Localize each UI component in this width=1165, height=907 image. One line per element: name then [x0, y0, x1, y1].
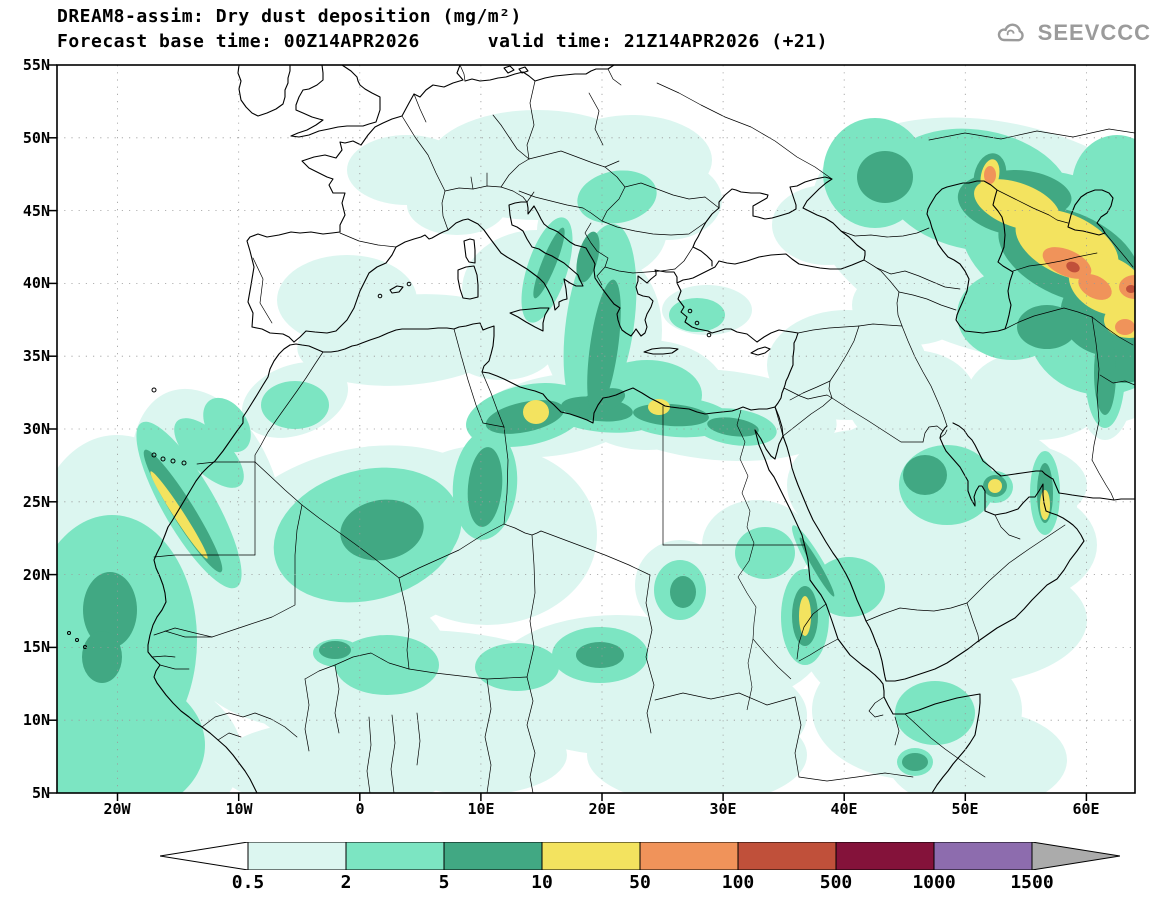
y-axis-label: 40N — [22, 274, 50, 292]
colorbar-label: 500 — [819, 872, 853, 893]
y-axis-label: 45N — [22, 202, 50, 220]
colorbar — [160, 842, 1120, 870]
colorbar-under-arrow — [160, 842, 249, 870]
colorbar-segment — [639, 842, 739, 870]
colorbar-segment — [541, 842, 641, 870]
y-axis-label: 30N — [22, 420, 50, 438]
colorbar-label: 10 — [531, 872, 553, 893]
colorbar-segment — [247, 842, 347, 870]
y-axis-label: 25N — [22, 493, 50, 511]
colorbar-label: 2 — [340, 872, 352, 893]
x-axis-label: 40E — [830, 800, 858, 818]
y-axis-label: 35N — [22, 347, 50, 365]
colorbar-segment — [443, 842, 543, 870]
nile-river — [736, 409, 792, 711]
colorbar-segment — [835, 842, 935, 870]
colorbar-label: 1500 — [1010, 872, 1054, 893]
seevccc-logo: SEEVCCC — [996, 20, 1151, 46]
y-axis-label: 15N — [22, 638, 50, 656]
cloud-icon — [996, 21, 1030, 45]
coastline-layer — [67, 65, 1135, 793]
colorbar-label: 0.5 — [231, 872, 265, 893]
country-borders-layer — [151, 65, 1135, 793]
colorbar-segment — [345, 842, 445, 870]
colorbar-label: 1000 — [912, 872, 956, 893]
x-axis-label: 10E — [467, 800, 495, 818]
x-axis-label: 20W — [103, 800, 131, 818]
x-axis-label: 10W — [225, 800, 253, 818]
contour-level-10-50 — [150, 159, 1135, 636]
x-axis-label: 30E — [709, 800, 737, 818]
colorbar-label: 5 — [438, 872, 450, 893]
axis-ticks — [49, 64, 1088, 801]
colorbar-label: 100 — [721, 872, 755, 893]
colorbar-label: 50 — [629, 872, 651, 893]
map-subtitle: Forecast base time: 00Z14APR2026 valid t… — [57, 31, 828, 52]
map-frame — [56, 64, 1136, 794]
x-axis-label: 20E — [588, 800, 616, 818]
colorbar-segment — [737, 842, 837, 870]
contour-level-100-500 — [1066, 261, 1135, 293]
y-axis-label: 10N — [22, 711, 50, 729]
colorbar-segment — [933, 842, 1033, 870]
y-axis-label: 50N — [22, 129, 50, 147]
x-axis-label: 50E — [951, 800, 979, 818]
x-axis-label: 0 — [355, 800, 365, 818]
x-axis-label: 60E — [1072, 800, 1100, 818]
colorbar-over-arrow — [1031, 842, 1120, 870]
y-axis-label: 55N — [22, 56, 50, 74]
map-title: DREAM8-assim: Dry dust deposition (mg/m²… — [57, 6, 522, 27]
logo-text: SEEVCCC — [1037, 20, 1151, 45]
contour-level-50-100 — [984, 166, 1135, 335]
y-axis-label: 5N — [31, 784, 50, 802]
y-axis-label: 20N — [22, 566, 50, 584]
